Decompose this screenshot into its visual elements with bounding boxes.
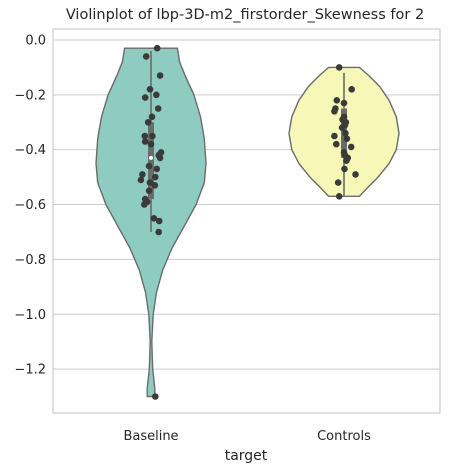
data-point — [152, 393, 159, 400]
y-tick-label: −0.6 — [14, 198, 46, 213]
data-point — [145, 162, 153, 170]
data-point — [142, 53, 150, 60]
data-point — [144, 119, 152, 126]
data-point — [147, 140, 155, 148]
data-point — [343, 135, 351, 142]
point-layer — [137, 44, 359, 400]
data-point — [155, 228, 162, 236]
data-point — [331, 132, 338, 140]
x-tick-label: Controls — [317, 429, 371, 444]
data-point — [156, 72, 164, 79]
data-point — [343, 157, 350, 164]
data-point — [333, 97, 341, 104]
data-point — [141, 132, 149, 140]
data-point — [347, 143, 355, 151]
y-tick-label: −0.4 — [14, 143, 46, 158]
data-point — [146, 86, 154, 93]
data-point — [141, 201, 148, 208]
x-axis-label: target — [225, 448, 268, 464]
y-tick-label: −0.8 — [14, 253, 46, 268]
data-point — [141, 138, 149, 145]
y-tick-label: 0.0 — [25, 33, 46, 48]
data-point — [141, 94, 149, 101]
data-point — [153, 44, 161, 52]
data-point — [156, 154, 164, 162]
data-point — [348, 86, 356, 93]
data-point — [154, 105, 162, 112]
data-point — [335, 64, 343, 71]
data-point — [338, 124, 346, 131]
data-point — [333, 140, 340, 148]
plot-frame — [52, 28, 441, 414]
data-point — [331, 108, 338, 115]
data-point — [335, 193, 343, 200]
data-point — [341, 165, 348, 173]
violin-layer — [95, 47, 400, 398]
data-point — [340, 99, 348, 107]
data-point — [152, 173, 159, 181]
data-point — [146, 179, 154, 186]
data-point — [137, 176, 145, 184]
data-point — [352, 171, 359, 178]
y-tick-label: −1.2 — [14, 363, 46, 378]
data-point — [139, 171, 146, 178]
violin-median — [149, 155, 153, 160]
y-tick-label: −1.0 — [14, 308, 46, 323]
data-point — [342, 129, 349, 137]
data-point — [153, 91, 160, 99]
data-point — [150, 215, 158, 222]
data-point — [148, 113, 156, 121]
y-tick-label: −0.2 — [14, 88, 46, 103]
chart-title: Violinplot of lbp-3D-m2_firstorder_Skewn… — [66, 7, 424, 23]
data-point — [155, 217, 163, 225]
data-point — [334, 179, 342, 186]
data-point — [151, 182, 159, 189]
x-tick-label: Baseline — [123, 429, 178, 444]
axis-layer: 0.0 −0.2 −0.4 −0.6 −0.8 −1.0 −1.2 Baseline Contr… — [14, 28, 441, 444]
data-point — [153, 165, 161, 173]
data-point — [145, 187, 153, 195]
violin-box — [148, 122, 154, 200]
data-point — [149, 132, 156, 140]
